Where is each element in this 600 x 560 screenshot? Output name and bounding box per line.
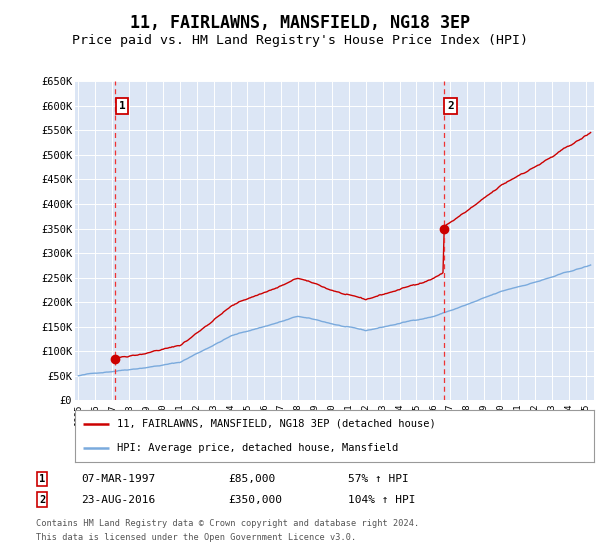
Text: £85,000: £85,000 (228, 474, 275, 484)
Text: 11, FAIRLAWNS, MANSFIELD, NG18 3EP (detached house): 11, FAIRLAWNS, MANSFIELD, NG18 3EP (deta… (116, 419, 435, 429)
Text: 11, FAIRLAWNS, MANSFIELD, NG18 3EP: 11, FAIRLAWNS, MANSFIELD, NG18 3EP (130, 14, 470, 32)
Text: 23-AUG-2016: 23-AUG-2016 (81, 494, 155, 505)
Text: Price paid vs. HM Land Registry's House Price Index (HPI): Price paid vs. HM Land Registry's House … (72, 34, 528, 46)
Text: 1: 1 (39, 474, 45, 484)
Text: 2: 2 (39, 494, 45, 505)
Text: 1: 1 (119, 101, 125, 111)
Text: 2: 2 (448, 101, 454, 111)
Text: This data is licensed under the Open Government Licence v3.0.: This data is licensed under the Open Gov… (36, 533, 356, 542)
Text: 07-MAR-1997: 07-MAR-1997 (81, 474, 155, 484)
Text: 57% ↑ HPI: 57% ↑ HPI (348, 474, 409, 484)
Text: HPI: Average price, detached house, Mansfield: HPI: Average price, detached house, Mans… (116, 443, 398, 453)
Text: Contains HM Land Registry data © Crown copyright and database right 2024.: Contains HM Land Registry data © Crown c… (36, 519, 419, 528)
Text: £350,000: £350,000 (228, 494, 282, 505)
Text: 104% ↑ HPI: 104% ↑ HPI (348, 494, 415, 505)
